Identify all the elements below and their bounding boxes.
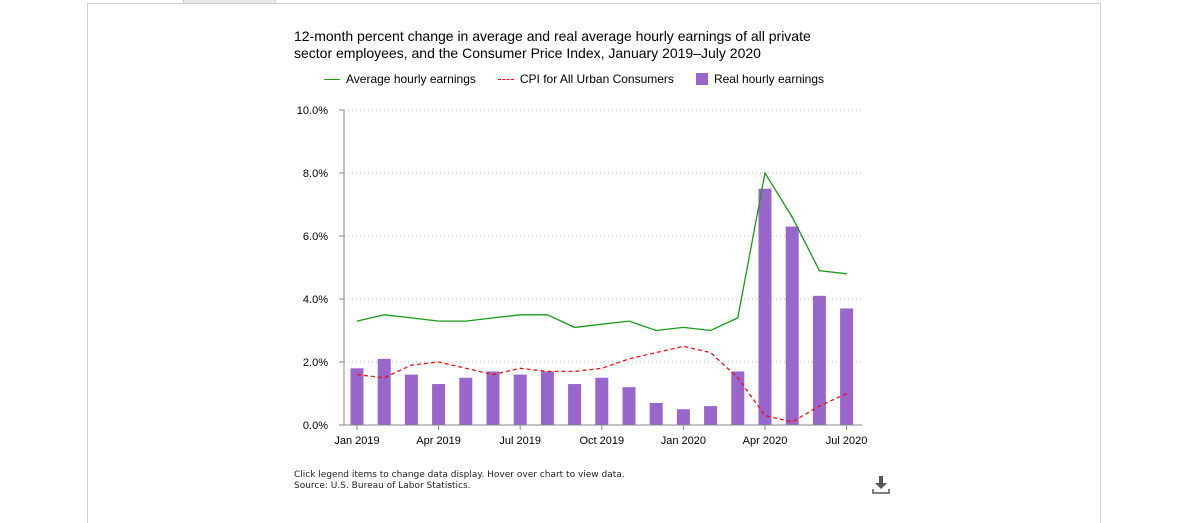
- bar: [459, 377, 473, 425]
- legend-swatch: [324, 78, 340, 80]
- bar: [432, 384, 446, 425]
- bar: [540, 371, 554, 425]
- bar: [377, 358, 391, 425]
- legend-item-cpi[interactable]: CPI for All Urban Consumers: [497, 72, 674, 86]
- chart-legend: Average hourly earnings CPI for All Urba…: [324, 70, 846, 88]
- bar: [731, 371, 745, 425]
- chart-panel: [87, 3, 1101, 523]
- x-tick-label: Apr 2020: [743, 435, 788, 447]
- footnote-instructions: Click legend items to change data displa…: [294, 470, 625, 480]
- legend-swatch: [695, 73, 708, 85]
- legend-label: CPI for All Urban Consumers: [519, 72, 674, 86]
- y-tick-label: 10.0%: [297, 105, 328, 117]
- chart-title-line: sector employees, and the Consumer Price…: [294, 45, 761, 61]
- legend-swatch: [497, 78, 514, 80]
- bar: [622, 387, 636, 425]
- bar: [676, 409, 690, 425]
- bar: [758, 188, 772, 425]
- bar: [785, 226, 799, 425]
- download-button[interactable]: [870, 473, 892, 495]
- bar: [649, 402, 663, 425]
- bar: [568, 384, 582, 425]
- bar: [350, 368, 364, 425]
- y-tick-label: 0.0%: [303, 420, 328, 432]
- y-tick-label: 6.0%: [303, 231, 328, 243]
- x-tick-label: Jul 2020: [826, 435, 868, 447]
- y-tick-label: 4.0%: [303, 294, 328, 306]
- cpi-line: [356, 345, 847, 423]
- tab-stub[interactable]: [183, 0, 276, 4]
- bar: [840, 308, 854, 425]
- x-tick-label: Jan 2020: [661, 435, 706, 447]
- chart-footnote: Click legend items to change data displa…: [294, 470, 625, 492]
- chart-title-line: 12-month percent change in average and r…: [294, 28, 811, 44]
- y-tick-label: 8.0%: [303, 168, 328, 180]
- bar: [595, 377, 609, 425]
- legend-item-real-hourly-earnings[interactable]: Real hourly earnings: [695, 72, 824, 86]
- x-tick-label: Oct 2019: [579, 435, 624, 447]
- chart-plot[interactable]: 0.0% 2.0% 4.0% 6.0% 8.0% 10.0% Jan 2019 Apr 201…: [0, 0, 1192, 500]
- footnote-source: Source: U.S. Bureau of Labor Statistics.: [294, 481, 471, 491]
- x-tick-label: Jul 2019: [499, 435, 541, 447]
- bar: [704, 406, 718, 425]
- bar: [404, 374, 418, 425]
- chart-title: 12-month percent change in average and r…: [294, 28, 854, 62]
- legend-item-average-hourly-earnings[interactable]: Average hourly earnings: [324, 72, 476, 86]
- x-tick-label: Apr 2019: [416, 435, 461, 447]
- bar: [513, 374, 527, 425]
- bar: [812, 295, 826, 425]
- x-tick-label: Jan 2019: [334, 435, 379, 447]
- bar: [486, 371, 500, 425]
- legend-label: Average hourly earnings: [346, 72, 476, 86]
- earnings-line: [356, 171, 847, 332]
- y-tick-label: 2.0%: [303, 357, 328, 369]
- download-icon: [872, 476, 890, 494]
- legend-label: Real hourly earnings: [713, 72, 824, 86]
